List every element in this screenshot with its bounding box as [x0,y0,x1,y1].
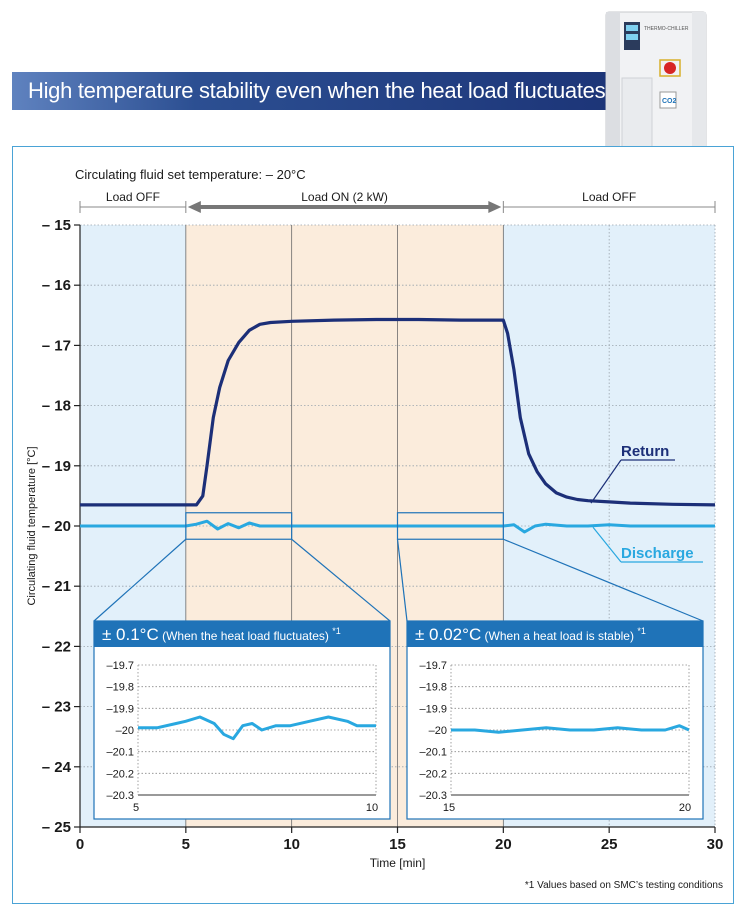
x-tick-label: 0 [76,836,84,853]
load-on-arrow-head-left [187,201,201,213]
x-tick-label: 15 [389,836,406,853]
y-tick-label: – 20 [42,518,71,535]
inset-stable-connector-left [396,539,408,622]
phase-label: Load OFF [582,190,636,204]
inset-fluctuating-y-tick-label: –20 [116,725,134,737]
inset-fluctuating-y-tick-label: –19.7 [106,660,134,672]
inset-fluctuating-y-tick-label: –20.3 [106,790,134,802]
inset-fluctuating-y-tick-label: –19.8 [106,682,134,694]
x-tick-label: 30 [707,836,724,853]
y-axis-label: Circulating fluid temperature [°C] [26,446,38,605]
page-title: High temperature stability even when the… [28,78,606,103]
inset-fluctuating-x-tick-label: 10 [366,802,378,814]
inset-stable-title: ± 0.02°C (When a heat load is stable) *1 [415,625,646,644]
phase-label: Load ON (2 kW) [301,190,388,204]
chart-panel: – 15 – 16 – 17 – 18 – 19 – 20 – 21 – 22 – 23 – 24… [12,146,734,904]
x-axis-label: Time [min] [370,856,426,870]
inset-stable-title-value: ± 0.02°C [415,625,481,644]
inset-stable-y-tick-label: –20.1 [419,747,447,759]
inset-stable-footnote-mark: *1 [637,626,646,636]
zoom-box-2 [396,512,504,540]
inset-fluctuating-footnote-mark: *1 [332,626,341,636]
inset-stable-header [407,621,703,647]
product-logo: CO2 [662,98,677,105]
y-tick-label: – 19 [42,458,71,475]
inset-stable-discharge-line [451,724,690,734]
title-banner [12,72,622,110]
inset-fluctuating-title-note: (When the heat load fluctuates) [159,629,332,643]
x-tick-label: 10 [283,836,300,853]
return-series-label: Return [621,443,669,460]
inset-fluctuating-header [94,621,390,647]
footnote: *1 Values based on SMC’s testing conditi… [525,880,723,891]
product-label: THERMO-CHILLER [644,26,689,32]
chart-subtitle: Circulating fluid set temperature: – 20°… [75,167,306,182]
y-tick-label: – 24 [42,759,72,776]
discharge-leader-line [592,526,622,563]
inset-stable-y-tick-label: –19.9 [419,703,447,715]
return-series-line [80,317,716,507]
x-tick-label: 20 [495,836,512,853]
discharge-series-label: Discharge [621,545,694,562]
y-tick-label: – 21 [42,578,71,595]
y-tick-label: – 17 [42,337,71,354]
y-tick-label: – 16 [42,277,71,294]
inset-fluctuating-title: ± 0.1°C (When the heat load fluctuates) … [102,625,341,644]
x-tick-label: 25 [601,836,618,853]
inset-stable-y-tick-label: –20 [429,725,447,737]
y-tick-label: – 22 [42,638,71,655]
zoom-box-1 [185,512,293,540]
inset-stable-x-tick-label: 20 [679,802,691,814]
discharge-series-line [80,519,715,534]
inset-fluctuating-y-tick-label: –20.2 [106,768,134,780]
load-on-arrow-head-right [488,201,502,213]
inset-fluctuating-x-tick-label: 5 [133,802,139,814]
return-leader-line [590,459,622,504]
inset-stable-y-tick-label: –19.8 [419,682,447,694]
y-tick-label: – 15 [42,217,71,234]
inset-stable-x-tick-label: 15 [443,802,455,814]
inset-fluctuating-discharge-line [138,715,376,741]
x-tick-label: 5 [182,836,190,853]
temperature-chart: – 15 – 16 – 17 – 18 – 19 – 20 – 21 – 22 – 23 – 24… [26,167,724,891]
inset-stable-title-note: (When a heat load is stable) [481,629,637,643]
inset-fluctuating-connector-right [291,538,391,622]
y-tick-label: – 23 [42,699,71,716]
inset-fluctuating-title-value: ± 0.1°C [102,625,159,644]
inset-fluctuating-y-tick-label: –19.9 [106,703,134,715]
y-tick-label: – 18 [42,398,71,415]
inset-stable-y-tick-label: –20.2 [419,768,447,780]
inset-fluctuating-y-tick-label: –20.1 [106,747,134,759]
inset-stable-frame [406,620,704,820]
y-tick-label: – 25 [42,819,71,836]
inset-stable-y-tick-label: –20.3 [419,790,447,802]
inset-stable-y-tick-label: –19.7 [419,660,447,672]
phase-label: Load OFF [106,190,160,204]
inset-stable-connector-right [503,538,704,622]
inset-fluctuating-connector-left [93,538,187,622]
